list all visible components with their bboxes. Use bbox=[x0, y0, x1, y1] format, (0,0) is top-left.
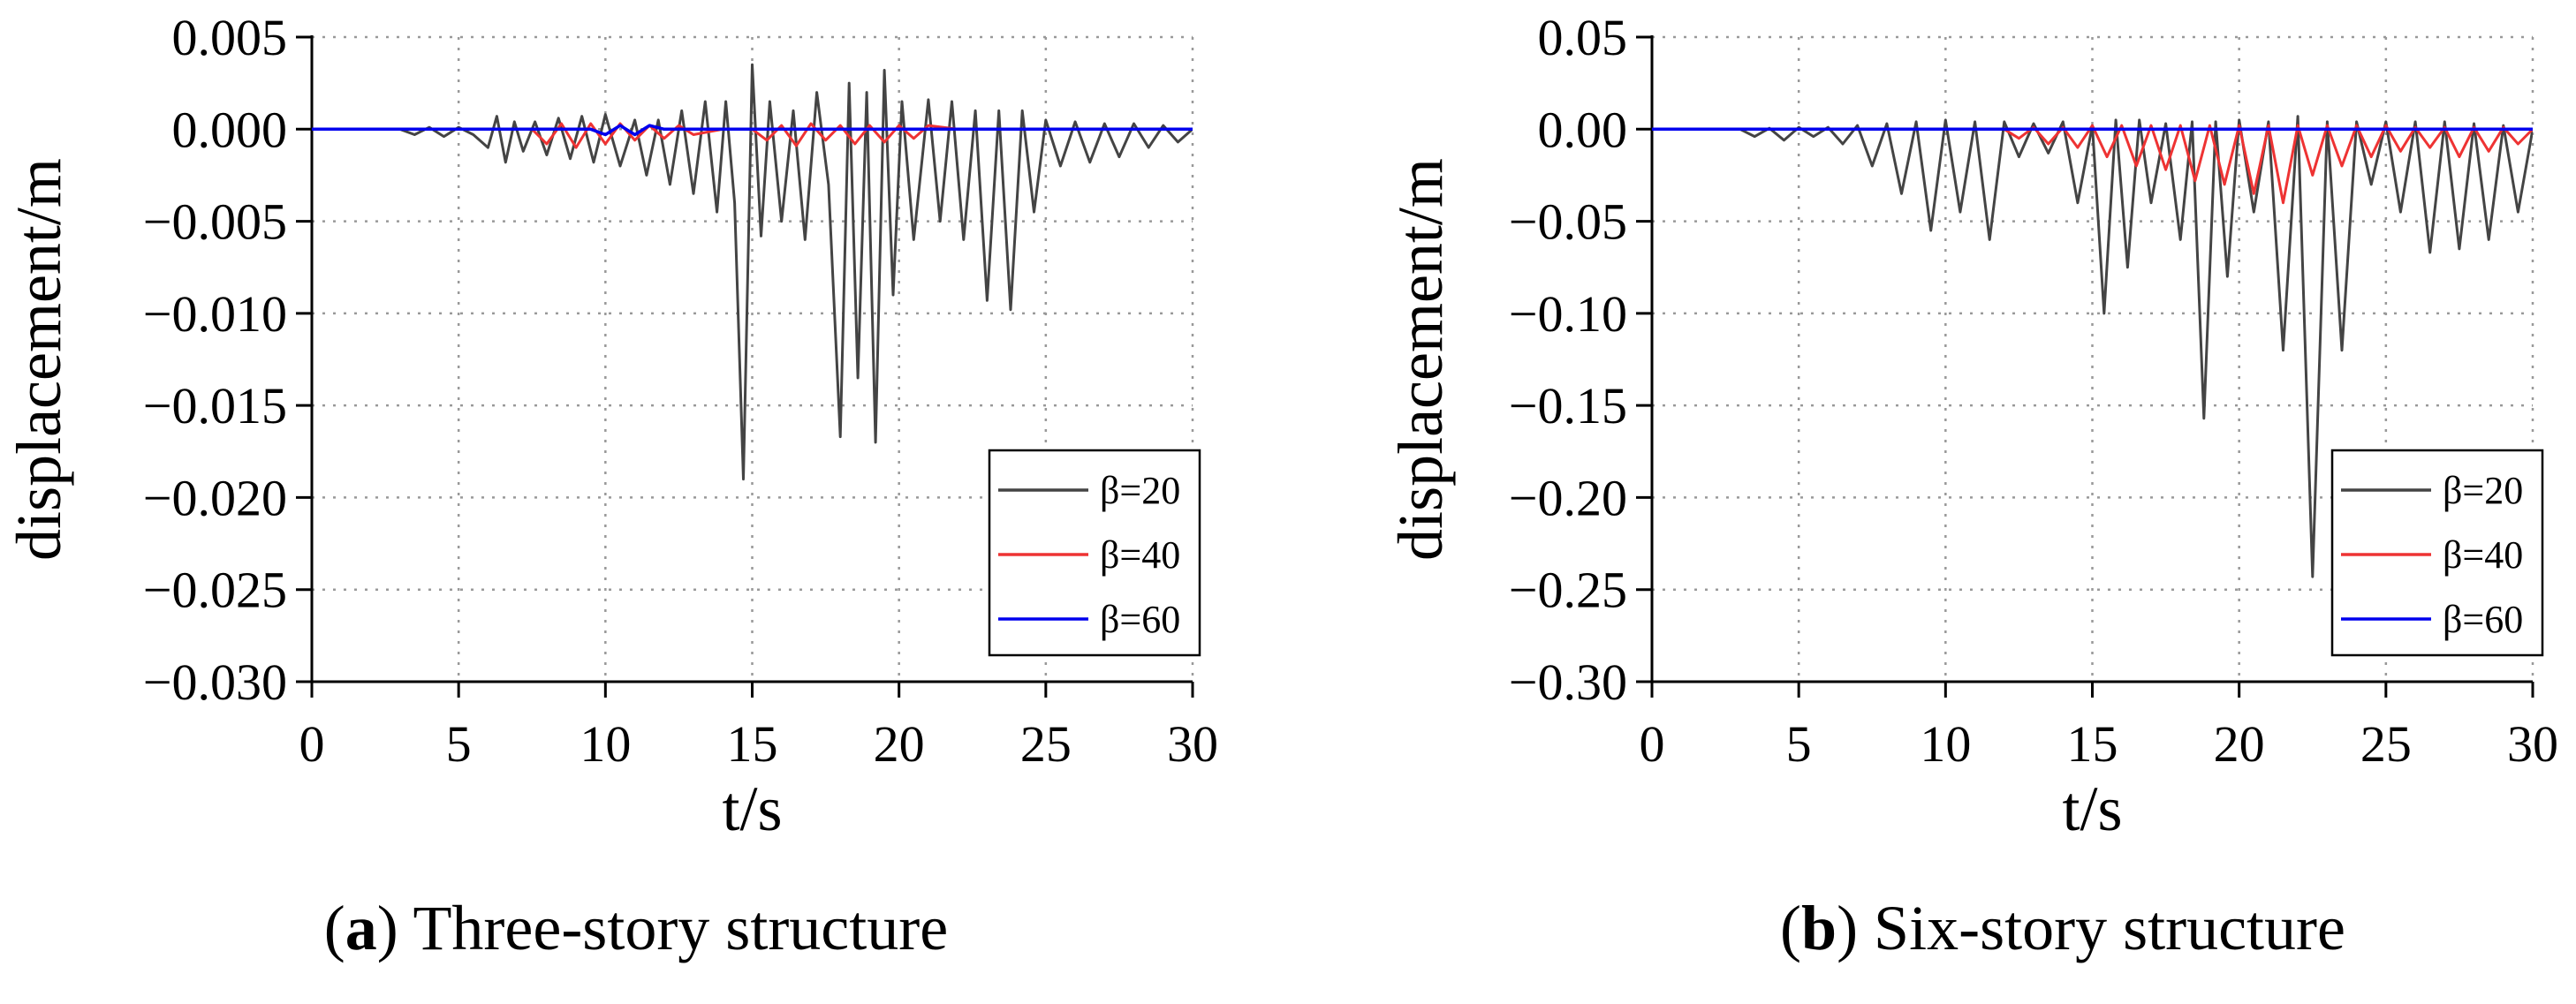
legend: β=20 β=40 β=60 bbox=[988, 449, 1201, 657]
legend-label: β=20 bbox=[1100, 469, 1180, 512]
y-tick-label: −0.010 bbox=[143, 285, 287, 343]
caption-letter: a bbox=[345, 893, 377, 963]
y-tick-label: −0.20 bbox=[1509, 469, 1627, 526]
y-tick-label: −0.30 bbox=[1509, 653, 1627, 711]
y-tick-label: −0.015 bbox=[143, 377, 287, 434]
y-axis-label: displacement/m bbox=[4, 158, 74, 561]
caption-paren-open: ( bbox=[324, 893, 345, 963]
x-tick-label: 10 bbox=[580, 715, 631, 773]
y-tick-label: 0.000 bbox=[172, 101, 288, 158]
legend-box bbox=[2330, 449, 2544, 657]
x-tick-label: 20 bbox=[2214, 715, 2265, 773]
y-tick-label: −0.15 bbox=[1509, 377, 1627, 434]
panel-a: 0.005 0.000 −0.005 −0.010 −0.015 −0.020 −0.025… bbox=[4, 9, 1218, 963]
y-tick-label: −0.005 bbox=[143, 193, 287, 251]
y-tick-label: 0.00 bbox=[1538, 101, 1628, 158]
y-tick-label: 0.005 bbox=[172, 9, 288, 66]
panel-b: 0.05 0.00 −0.05 −0.10 −0.15 −0.20 −0.25 −0.300 5… bbox=[1385, 9, 2558, 963]
y-axis-label: displacement/m bbox=[1385, 158, 1456, 561]
y-tick-label: −0.10 bbox=[1509, 285, 1627, 343]
x-tick-label: 5 bbox=[446, 715, 472, 773]
panel-caption: (b) Six-story structure bbox=[1780, 893, 2345, 963]
x-axis-label: t/s bbox=[722, 774, 782, 844]
y-tick-label: −0.05 bbox=[1509, 193, 1627, 251]
x-tick-label: 25 bbox=[2360, 715, 2412, 773]
caption-paren-close: ) bbox=[1837, 893, 1874, 963]
caption-text: Three-story structure bbox=[413, 893, 948, 963]
x-tick-label: 15 bbox=[2067, 715, 2118, 773]
series-line-1 bbox=[1652, 115, 2533, 578]
series-line-1 bbox=[312, 63, 1193, 481]
y-tick-label: −0.025 bbox=[143, 562, 287, 619]
legend-label: β=60 bbox=[2443, 598, 2523, 641]
series-line-3 bbox=[312, 124, 1193, 137]
x-tick-label: 30 bbox=[1167, 715, 1218, 773]
legend-label: β=20 bbox=[2443, 469, 2523, 512]
legend-box bbox=[988, 449, 1201, 657]
y-tick-label: −0.020 bbox=[143, 469, 287, 526]
x-tick-label: 25 bbox=[1020, 715, 1072, 773]
x-tick-label: 20 bbox=[874, 715, 925, 773]
caption-letter: b bbox=[1801, 893, 1837, 963]
legend-label: β=40 bbox=[1100, 533, 1180, 577]
x-tick-label: 0 bbox=[1640, 715, 1665, 773]
x-tick-label: 5 bbox=[1786, 715, 1812, 773]
caption-text: Six-story structure bbox=[1874, 893, 2345, 963]
x-tick-label: 15 bbox=[727, 715, 778, 773]
y-tick-label: −0.25 bbox=[1509, 562, 1627, 619]
x-tick-label: 0 bbox=[299, 715, 325, 773]
x-tick-label: 30 bbox=[2507, 715, 2558, 773]
caption-paren-close: ) bbox=[377, 893, 413, 963]
caption-paren-open: ( bbox=[1780, 893, 1801, 963]
y-tick-label: 0.05 bbox=[1538, 9, 1628, 66]
y-tick-label: −0.030 bbox=[143, 653, 287, 711]
panel-caption: (a) Three-story structure bbox=[324, 893, 948, 963]
x-axis-label: t/s bbox=[2062, 774, 2122, 844]
legend: β=20 β=40 β=60 bbox=[2330, 449, 2544, 657]
x-tick-label: 10 bbox=[1920, 715, 1971, 773]
legend-label: β=40 bbox=[2443, 533, 2523, 577]
legend-label: β=60 bbox=[1100, 598, 1180, 641]
